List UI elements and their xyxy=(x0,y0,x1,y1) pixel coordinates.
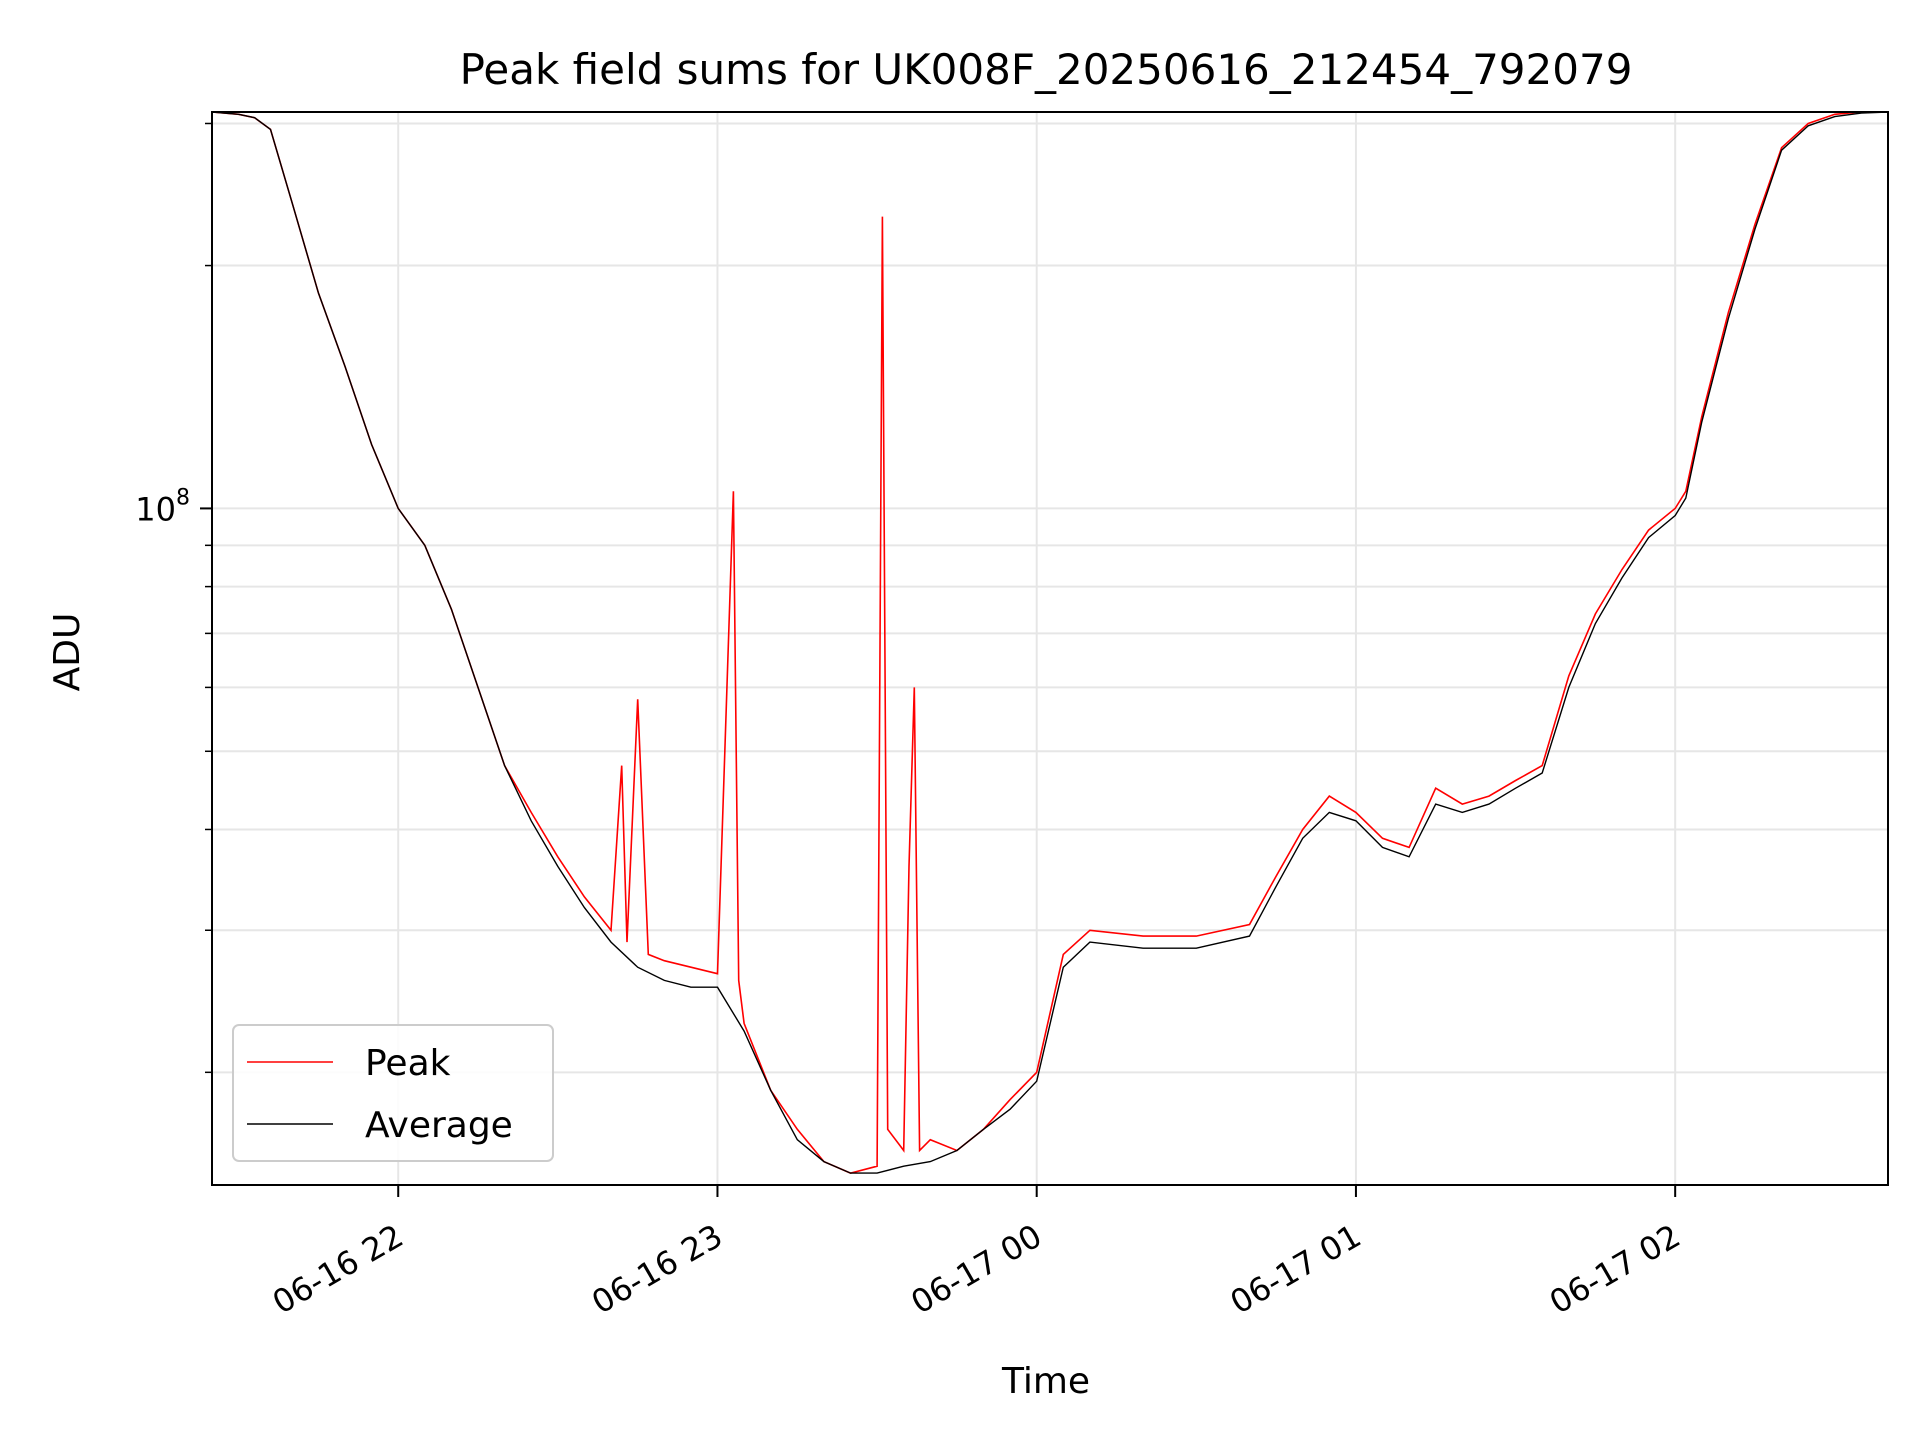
series-line-average xyxy=(211,111,1889,1174)
y-tick-label: 108 xyxy=(135,485,190,528)
chart-title: Peak field sums for UK008F_20250616_2124… xyxy=(460,45,1633,94)
legend-label-peak: Peak xyxy=(365,1043,451,1084)
y-tick-label-base: 10 xyxy=(135,490,176,528)
legend-box xyxy=(232,1024,554,1162)
series-group xyxy=(211,111,1889,1174)
plot-area-frame xyxy=(211,111,1889,1186)
legend: Peak Average xyxy=(232,1024,554,1162)
y-axis-label: ADU xyxy=(47,613,88,692)
y-tick-label-exponent: 8 xyxy=(176,485,190,510)
y-axis: 108 xyxy=(135,122,212,1074)
x-axis-label: Time xyxy=(1001,1361,1090,1402)
legend-label-average: Average xyxy=(365,1105,513,1146)
